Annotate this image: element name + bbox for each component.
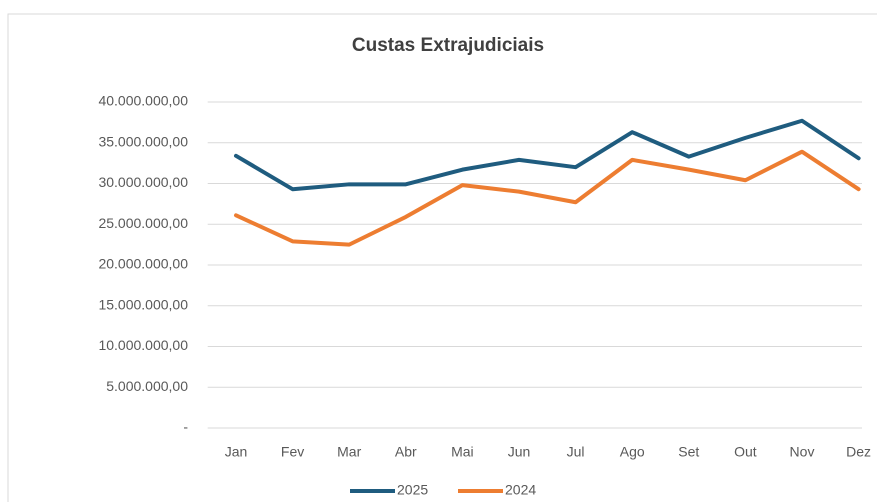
y-tick-label: 30.000.000,00	[98, 174, 188, 190]
legend-label: 2025	[397, 482, 428, 498]
line-series	[234, 118, 861, 192]
chart-border	[7, 13, 877, 502]
x-tick-label: Jun	[508, 444, 531, 460]
x-tick-label: Dez	[846, 444, 871, 460]
x-tick-label: Nov	[790, 444, 815, 460]
y-tick-label: -	[183, 419, 188, 435]
x-tick-label: Jul	[567, 444, 585, 460]
x-tick-label: Jan	[225, 444, 248, 460]
x-tick-label: Fev	[281, 444, 304, 460]
y-tick-label: 25.000.000,00	[98, 215, 188, 231]
line-series	[234, 149, 861, 247]
legend-label: 2024	[505, 482, 536, 498]
x-tick-label: Mai	[451, 444, 474, 460]
chart-title: Custas Extrajudiciais	[352, 35, 544, 56]
y-tick-label: 40.000.000,00	[98, 93, 188, 109]
x-tick-label: Abr	[395, 444, 417, 460]
y-tick-label: 20.000.000,00	[98, 256, 188, 272]
x-tick-label: Mar	[337, 444, 361, 460]
y-tick-label: 5.000.000,00	[106, 378, 188, 394]
y-tick-label: 35.000.000,00	[98, 133, 188, 149]
x-tick-label: Out	[734, 444, 757, 460]
y-tick-label: 15.000.000,00	[98, 296, 188, 312]
x-tick-label: Set	[678, 444, 699, 460]
y-tick-label: 10.000.000,00	[98, 337, 188, 353]
x-tick-label: Ago	[620, 444, 645, 460]
